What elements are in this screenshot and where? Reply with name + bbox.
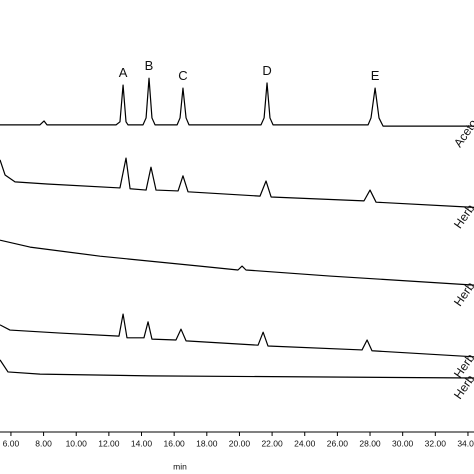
x-tick-label: 22.00 [261, 438, 283, 448]
x-tick-label: 16.00 [164, 438, 186, 448]
x-tick-label: 28.00 [359, 438, 381, 448]
peak-label: C [178, 68, 187, 83]
x-tick-label: 30.00 [392, 438, 414, 448]
trace [0, 239, 474, 286]
trace [0, 313, 474, 358]
x-axis-label: min [173, 461, 187, 471]
x-tick-label: 14.00 [131, 438, 153, 448]
peak-label: A [119, 65, 128, 80]
trace [0, 359, 474, 379]
x-tick-label: 12.00 [98, 438, 120, 448]
x-tick-label: 26.00 [327, 438, 349, 448]
x-tick-label: 6.00 [3, 438, 20, 448]
trace-name: Herb [451, 372, 474, 402]
peak-label: D [262, 63, 271, 78]
x-tick-label: 32.00 [425, 438, 447, 448]
x-tick-label: 24.00 [294, 438, 316, 448]
peak-label: B [145, 58, 154, 73]
x-tick-label: 10.00 [66, 438, 88, 448]
peak-label: E [371, 68, 380, 83]
x-tick-label: 34.00 [457, 438, 474, 448]
trace [0, 77, 474, 127]
x-tick-label: 8.00 [35, 438, 52, 448]
trace-name: Aceto [451, 116, 474, 149]
x-tick-label: 20.00 [229, 438, 251, 448]
trace [0, 157, 474, 208]
x-tick-label: 18.00 [196, 438, 218, 448]
